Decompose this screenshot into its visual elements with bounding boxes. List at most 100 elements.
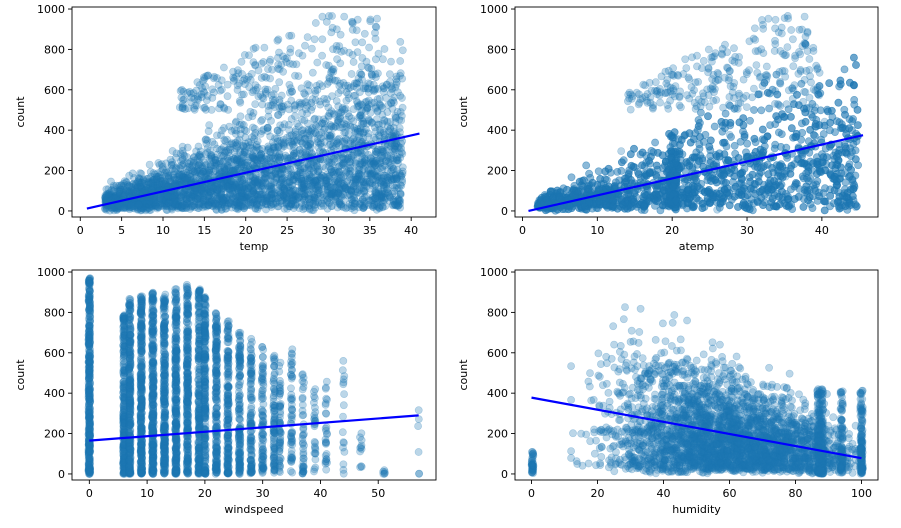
scatter-point [239,150,248,159]
scatter-point [332,197,341,206]
scatter-point [325,158,334,167]
scatter-point [166,174,174,183]
scatter-point [340,155,349,163]
scatter-point [248,123,257,132]
scatter-point [153,182,162,191]
scatter-point [333,203,342,212]
scatter-point [389,154,397,163]
scatter-point [244,113,253,122]
scatter-point [300,164,309,173]
scatter-point [291,101,299,109]
scatter-point [227,177,236,185]
scatter-point [275,151,284,160]
scatter-point [318,82,327,90]
scatter-point [261,190,270,199]
scatter-point [329,45,337,54]
scatter-point [310,114,319,123]
scatter-point [139,198,147,207]
scatter-point [387,82,395,91]
scatter-point [179,175,188,184]
scatter-point [101,191,110,200]
scatter-point [319,191,328,200]
scatter-point [361,178,370,187]
scatter-point [203,168,212,177]
scatter-point [183,171,191,179]
scatter-point [253,137,262,145]
scatter-point [273,126,282,135]
scatter-point [236,202,245,210]
scatter-point [285,141,294,150]
scatter-point [107,190,116,199]
scatter-point [396,57,405,65]
scatter-point [139,204,148,213]
scatter-point [240,80,249,88]
scatter-point [251,194,259,203]
scatter-point [247,70,256,78]
scatter-point [147,185,156,194]
scatter-point [128,203,137,212]
scatter-point [358,101,367,109]
scatter-point [330,110,339,119]
scatter-point [263,123,272,132]
scatter-point [203,71,212,80]
scatter-point [185,87,194,96]
scatter-point [328,160,337,169]
scatter-point [183,143,192,152]
y-tick-label: 200 [44,165,65,178]
scatter-point [379,88,388,96]
scatter-point [311,198,320,206]
scatter-point [376,151,385,160]
scatter-point [347,70,356,78]
scatter-point [204,201,212,210]
scatter-point [371,55,380,64]
scatter-point [182,199,191,208]
scatter-point [364,100,373,109]
scatter-point [313,58,322,67]
scatter-point [314,143,323,152]
scatter-point [372,23,381,32]
scatter-point [257,117,265,125]
scatter-point [397,181,406,190]
scatter-point [266,74,274,83]
scatter-point [305,204,314,213]
scatter-point [104,190,113,198]
scatter-point [225,122,234,131]
scatter-point [287,172,296,180]
scatter-point [380,193,388,202]
scatter-point [364,133,372,141]
scatter-point [146,198,154,207]
scatter-point [269,90,278,98]
scatter-point [102,185,111,194]
scatter-point [333,138,342,147]
scatter-point [248,144,257,153]
scatter-point [310,35,319,44]
scatter-point [278,103,286,111]
scatter-point [345,170,354,179]
scatter-point [156,195,165,204]
scatter-point [353,79,361,88]
scatter-point [337,171,346,180]
scatter-point [138,204,146,213]
scatter-point [102,192,110,201]
scatter-point [226,140,235,149]
scatter-point [342,168,351,177]
scatter-point [220,104,229,113]
scatter-point [197,153,206,162]
scatter-points-atemp [533,11,862,215]
scatter-point [102,195,111,203]
scatter-point [339,79,348,87]
scatter-point [209,88,218,97]
scatter-point [396,190,405,198]
scatter-point [190,203,199,212]
scatter-point [239,175,248,184]
scatter-point [229,73,237,82]
scatter-point [358,38,367,47]
scatter-point [335,167,343,176]
scatter-point [395,169,404,178]
scatter-point [313,183,322,192]
scatter-point [327,202,336,210]
scatter-point [293,119,301,128]
scatter-point [236,195,245,204]
scatter-point [253,179,262,188]
scatter-point [203,144,212,152]
